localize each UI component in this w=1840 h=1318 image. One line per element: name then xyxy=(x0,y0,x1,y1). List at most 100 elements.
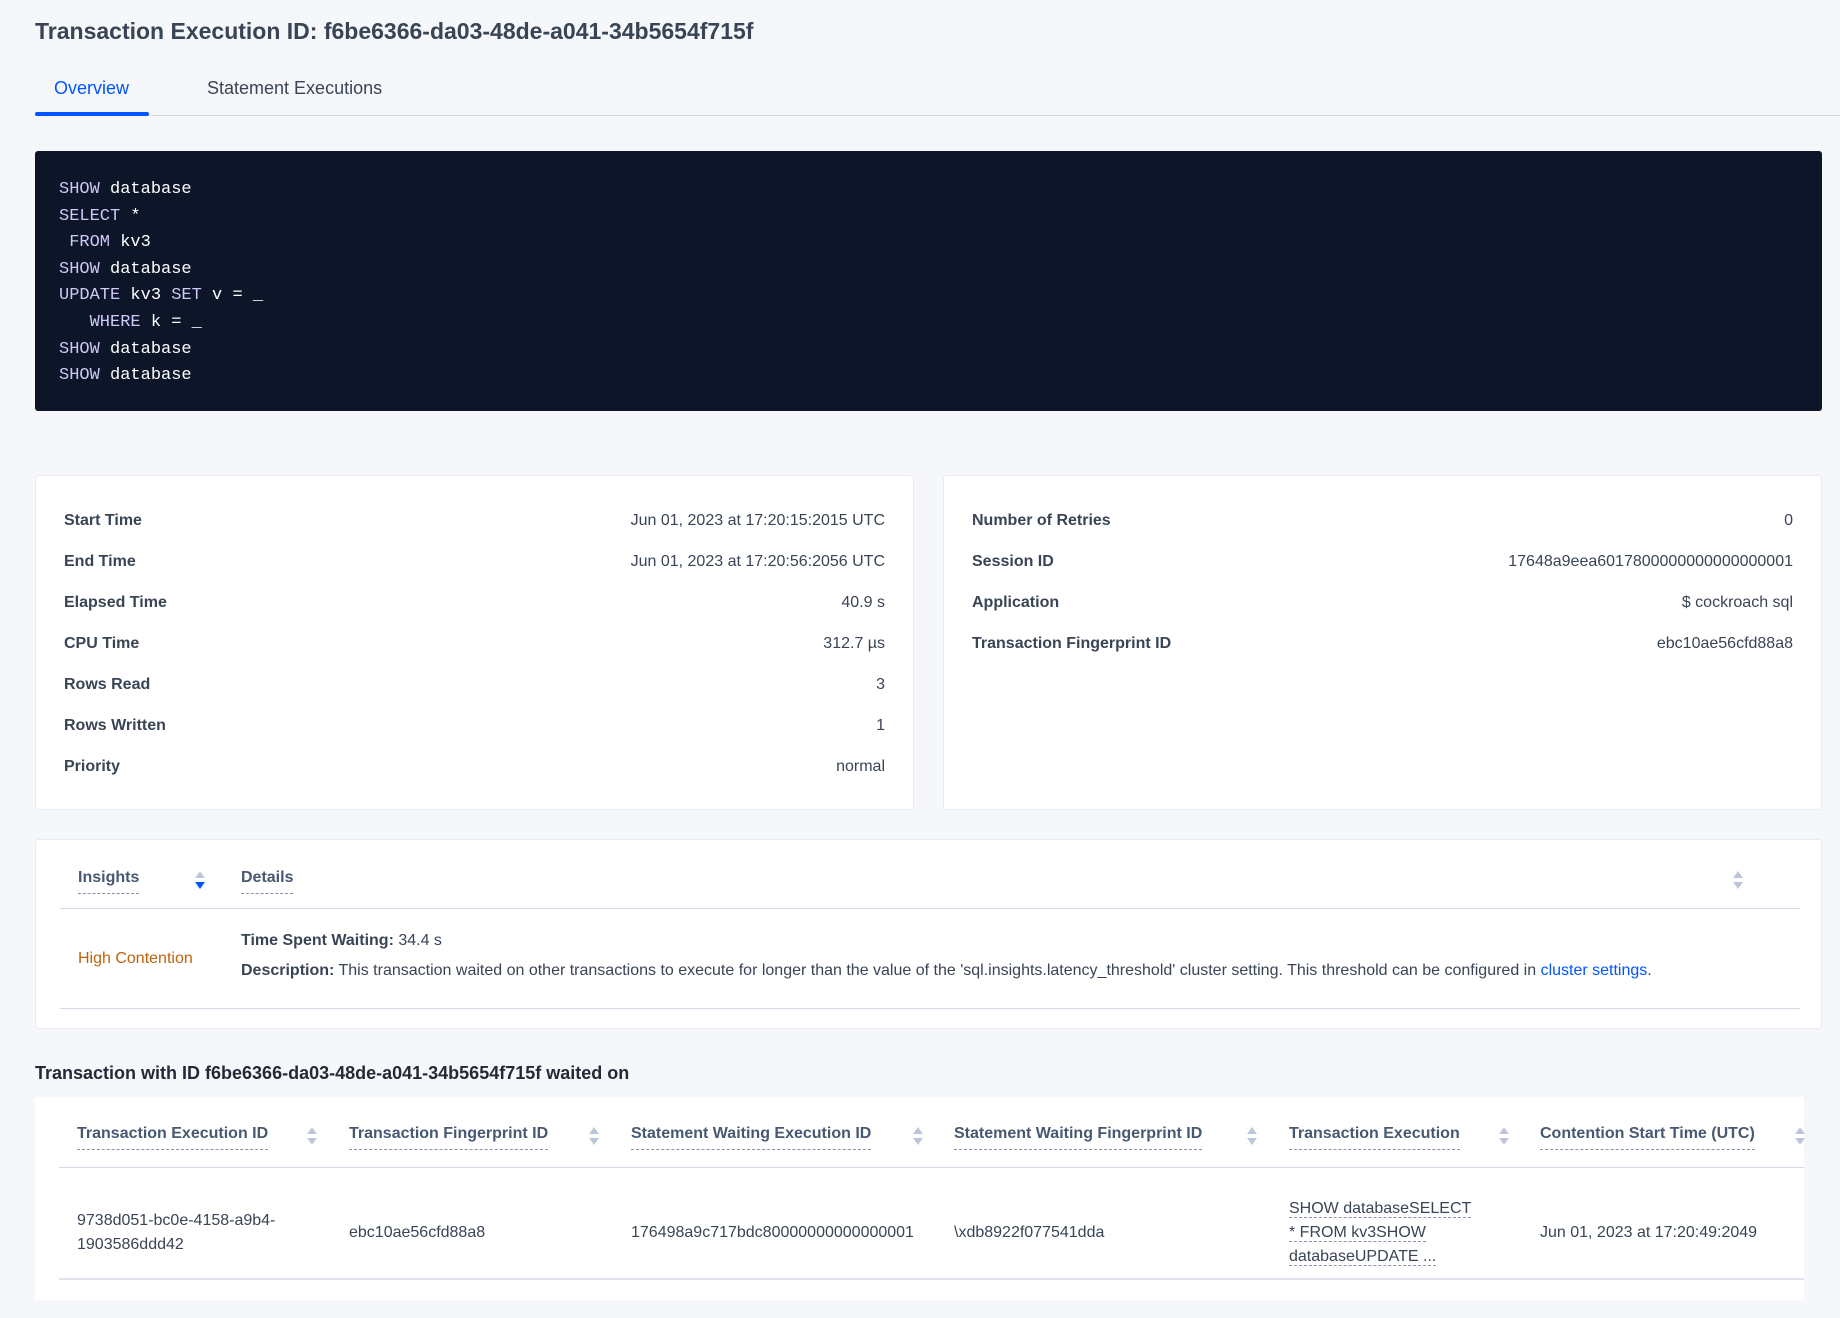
code-line: FROM kv3 xyxy=(59,230,1798,257)
sort-icon[interactable] xyxy=(1795,1127,1805,1147)
detail-row: End Time Jun 01, 2023 at 17:20:56:2056 UT… xyxy=(64,553,885,577)
sql-keyword: SHOW xyxy=(59,259,100,279)
txn-execution-query[interactable]: SHOW databaseSELECT * FROM kv3SHOW datab… xyxy=(1289,1197,1479,1269)
desc-label: Description: xyxy=(241,962,335,979)
sql-text xyxy=(59,313,90,332)
header-details[interactable]: Details xyxy=(241,869,294,894)
insight-description: Description: This transaction waited on … xyxy=(241,959,1652,983)
sql-text: database xyxy=(99,339,192,359)
sql-text: database xyxy=(99,180,192,199)
detail-label: Transaction Fingerprint ID xyxy=(972,635,1172,652)
divider xyxy=(59,1167,1804,1168)
sql-text: v = _ xyxy=(201,286,264,306)
tab-statement-executions[interactable]: Statement Executions xyxy=(207,78,383,98)
sql-code-block: SHOW database SELECT * FROM kv3 SHOW datab… xyxy=(35,151,1822,411)
query-text[interactable]: SHOW databaseSELECT * FROM kv3SHOW datab… xyxy=(1289,1200,1472,1266)
contention-start-time: Jun 01, 2023 at 17:20:49:2049 xyxy=(1540,1224,1758,1241)
time-spent-waiting: Time Spent Waiting: 34.4 s xyxy=(241,929,442,953)
sort-icon[interactable] xyxy=(1499,1127,1509,1147)
code-line: WHERE k = _ xyxy=(59,310,1798,337)
sql-text: kv3 xyxy=(110,233,151,253)
detail-value: 1 xyxy=(876,717,885,734)
detail-value: Jun 01, 2023 at 17:20:15:2015 UTC xyxy=(630,512,885,529)
detail-label: Application xyxy=(972,594,1060,611)
code-line: SHOW database xyxy=(59,337,1798,364)
waited-on-heading: Transaction with ID f6be6366-da03-48de-a… xyxy=(35,1063,630,1083)
fingerprint-link[interactable]: ebc10ae56cfd88a8 xyxy=(1656,635,1793,652)
detail-value: 3 xyxy=(876,676,885,693)
desc-end: . xyxy=(1647,962,1652,979)
detail-row: Application $ cockroach sql xyxy=(972,594,1793,618)
active-tab-indicator xyxy=(35,112,149,116)
code-line: SELECT * xyxy=(59,204,1798,231)
sql-keyword: SHOW xyxy=(59,180,100,199)
sql-text: database xyxy=(99,259,192,279)
sort-icon[interactable] xyxy=(589,1127,599,1147)
detail-row: Elapsed Time 40.9 s xyxy=(64,594,885,618)
detail-label: Priority xyxy=(64,758,121,775)
detail-row: Rows Written 1 xyxy=(64,717,885,741)
detail-row: Session ID 17648a9eea60178000000000000000… xyxy=(972,553,1793,577)
detail-row: Transaction Fingerprint ID ebc10ae56cfd88… xyxy=(972,635,1793,659)
column-header[interactable]: Transaction Fingerprint ID xyxy=(349,1125,549,1150)
detail-label: Elapsed Time xyxy=(64,594,167,611)
detail-row: CPU Time 312.7 µs xyxy=(64,635,885,659)
detail-label: Number of Retries xyxy=(972,512,1111,529)
detail-row: Number of Retries 0 xyxy=(972,512,1793,536)
detail-row: Rows Read 3 xyxy=(64,676,885,700)
sort-icon[interactable] xyxy=(913,1127,923,1147)
details-card-right: Number of Retries 0 Session ID 17648a9eea60… xyxy=(943,475,1822,810)
detail-row: Priority normal xyxy=(64,758,885,782)
sql-keyword: FROM xyxy=(69,233,111,253)
detail-label: End Time xyxy=(64,553,136,570)
desc-text: This transaction waited on other transac… xyxy=(334,962,1541,979)
sort-icon[interactable] xyxy=(195,871,205,891)
column-header[interactable]: Statement Waiting Fingerprint ID xyxy=(954,1125,1203,1150)
detail-label: Rows Read xyxy=(64,676,151,693)
divider xyxy=(60,1008,1800,1009)
sql-keyword: WHERE xyxy=(89,312,141,332)
detail-row: Start Time Jun 01, 2023 at 17:20:15:2015 … xyxy=(64,512,885,536)
sort-icon[interactable] xyxy=(307,1127,317,1147)
sql-text xyxy=(59,233,69,252)
code-line: SHOW database xyxy=(59,177,1798,204)
stmt-waiting-execution-id: 176498a9c717bdc80000000000000001 xyxy=(631,1224,914,1241)
txn-execution-id: 9738d051-bc0e-4158-a9b4-1903586ddd42 xyxy=(77,1212,276,1253)
time-label: Time Spent Waiting: xyxy=(241,932,394,949)
detail-value: Jun 01, 2023 at 17:20:56:2056 UTC xyxy=(630,553,885,570)
cluster-settings-link[interactable]: cluster settings xyxy=(1540,962,1648,979)
sql-text: kv3 xyxy=(120,286,172,306)
header-insights[interactable]: Insights xyxy=(78,869,140,894)
sql-keyword: SHOW xyxy=(59,339,100,359)
detail-label: Start Time xyxy=(64,512,142,529)
sql-keyword: UPDATE xyxy=(59,286,121,306)
sql-text: * xyxy=(120,206,141,226)
sort-icon[interactable] xyxy=(1733,871,1743,891)
divider xyxy=(59,1278,1804,1280)
tab-divider xyxy=(35,115,1840,116)
column-header[interactable]: Contention Start Time (UTC) xyxy=(1540,1125,1755,1150)
sql-keyword: SET xyxy=(171,286,202,306)
detail-value: 0 xyxy=(1784,512,1793,529)
sql-keyword: SELECT xyxy=(59,206,121,226)
detail-value: $ cockroach sql xyxy=(1681,594,1793,611)
code-line: SHOW database xyxy=(59,257,1798,284)
detail-value: 312.7 µs xyxy=(823,635,885,652)
detail-value: 40.9 s xyxy=(841,594,885,611)
divider xyxy=(60,908,1800,909)
column-header[interactable]: Statement Waiting Execution ID xyxy=(631,1125,872,1150)
code-line: UPDATE kv3 SET v = _ xyxy=(59,283,1798,310)
detail-label: Session ID xyxy=(972,553,1054,570)
waited-on-table: Transaction Execution ID Transaction Fing… xyxy=(35,1097,1805,1300)
txn-fingerprint-id: ebc10ae56cfd88a8 xyxy=(349,1224,486,1241)
insights-table: Insights Details High Contention Time Sp… xyxy=(35,839,1822,1029)
code-line: SHOW database xyxy=(59,363,1798,390)
sort-icon[interactable] xyxy=(1247,1127,1257,1147)
tab-overview[interactable]: Overview xyxy=(54,78,130,98)
column-header[interactable]: Transaction Execution ID xyxy=(77,1125,269,1150)
page-title: Transaction Execution ID: f6be6366-da03-… xyxy=(35,18,754,44)
details-card-left: Start Time Jun 01, 2023 at 17:20:15:2015 … xyxy=(35,475,914,810)
detail-label: Rows Written xyxy=(64,717,166,734)
column-header[interactable]: Transaction Execution xyxy=(1289,1125,1460,1150)
insight-name: High Contention xyxy=(78,950,193,967)
